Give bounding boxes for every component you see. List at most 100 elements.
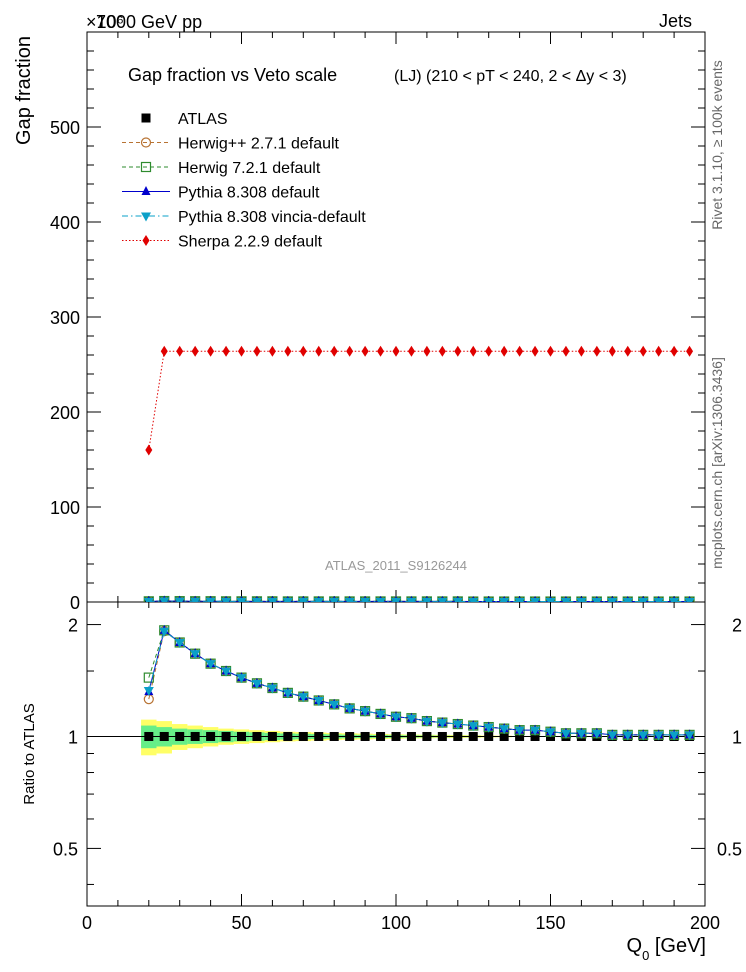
legend-marker [141, 186, 151, 195]
series-4-ratio-point [607, 731, 618, 741]
series-5-main-point [577, 345, 585, 357]
series-4-main-point [375, 597, 386, 602]
x-axis-label-unit: [GeV] [649, 935, 706, 957]
series-5-main-point [547, 345, 554, 357]
series-5-main-point [284, 345, 292, 357]
series-0-ratio-point [314, 731, 324, 741]
series-5-main-point [454, 345, 462, 357]
y-tick-label: 200 [50, 403, 80, 423]
series-4-ratio-point [421, 717, 432, 727]
series-5-main-point [531, 345, 539, 357]
series-4-ratio-point [591, 729, 602, 739]
series-4-ratio-point [190, 650, 201, 660]
series-4-ratio-point [468, 722, 479, 732]
series-0-ratio-point [406, 731, 416, 741]
legend-marker [140, 137, 152, 148]
series-0-ratio-point [175, 731, 185, 741]
series-0-ratio-point [422, 731, 432, 741]
series-4-ratio-point [391, 713, 401, 723]
series-5-main-point [253, 345, 261, 357]
analysis-watermark: ATLAS_2011_S9126244 [325, 558, 467, 573]
series-0-ratio-point [484, 731, 494, 741]
series-5-main-point [176, 345, 184, 357]
series-5-main-point [407, 345, 415, 357]
ratio-tick-label: 2 [68, 616, 78, 636]
series-3-ratio-line [148, 629, 690, 736]
legend-label: ATLAS [178, 111, 228, 128]
y-tick-label: 500 [50, 118, 80, 138]
series-0-ratio-point [298, 731, 308, 741]
series-0-ratio-point [237, 731, 246, 741]
legend-entry: Sherpa 2.2.9 default [122, 234, 323, 251]
series-4-main-point [421, 597, 432, 602]
series-4-main-point [344, 597, 355, 602]
series-5-main-point [330, 345, 338, 357]
series-4-ratio-point [514, 726, 525, 736]
mcplots-label: mcplots.cern.ch [arXiv:1306.3436] [709, 357, 725, 569]
series-5-main-point [423, 345, 431, 357]
series-4-ratio-point [437, 719, 448, 729]
x-tick-label: 200 [690, 913, 720, 933]
series-4-main-point [607, 598, 618, 602]
chart-subtitle: (LJ) (210 < pT < 240, 2 < Δy < 3) [394, 68, 627, 85]
series-5-main-point [222, 345, 230, 357]
series-4-ratio-point [452, 720, 463, 730]
series-4-ratio-point [205, 660, 216, 670]
series-5-main-point [377, 345, 385, 357]
series-4-ratio-point [530, 726, 541, 736]
series-4-main-point [591, 598, 602, 602]
series-4-main-point [576, 598, 587, 602]
legend-marker [141, 212, 151, 222]
process-label: Jets [659, 11, 692, 31]
series-0-ratio-point [190, 731, 200, 741]
series-4-main-point [391, 597, 401, 602]
series-4-ratio-point [251, 679, 262, 689]
series-4-main-point [298, 597, 309, 602]
series-4-main-point [545, 598, 556, 602]
series-5-main-point [145, 444, 153, 456]
series-4-main [143, 597, 695, 602]
series-5-main-point [686, 345, 694, 357]
x-tick-label: 0 [82, 913, 92, 933]
series-4-ratio-point [669, 731, 680, 741]
series-4-ratio-point [499, 725, 510, 735]
series-4-main-point [313, 597, 324, 602]
series-4-main-point [499, 598, 510, 602]
series-4-main-point [267, 597, 278, 602]
series-0-ratio-point [468, 731, 478, 741]
series-0-ratio-point [283, 731, 293, 741]
series-5-main-point [315, 345, 323, 357]
series-4-ratio [143, 627, 695, 741]
series-0-ratio-point [144, 731, 154, 741]
series-5-main-point [268, 345, 276, 357]
y-tick-label: 400 [50, 213, 80, 233]
ratio-axis-label: Ratio to ATLAS [21, 703, 38, 804]
energy-label: 7000 GeV pp [96, 12, 202, 32]
series-5-main-point [207, 345, 215, 357]
chart-title: Gap fraction vs Veto scale [128, 65, 337, 85]
legend-entry: Herwig++ 2.7.1 default [122, 136, 340, 153]
series-5-main-point [562, 345, 570, 357]
ratio-series-group [143, 624, 695, 741]
series-4-main-point [514, 598, 525, 602]
series-0-ratio-point [252, 731, 262, 741]
series-0-ratio-point [360, 731, 370, 741]
series-4-main-point [159, 597, 170, 602]
series-5-main-point [469, 345, 477, 357]
series-4-ratio-point [560, 729, 571, 739]
series-4-main-point [622, 598, 633, 602]
legend-entry: Herwig 7.2.1 default [122, 160, 321, 177]
series-4-ratio-point [360, 707, 371, 717]
series-5-main-point [516, 345, 524, 357]
series-4-ratio-point [143, 686, 154, 696]
series-0-ratio-point [159, 731, 169, 741]
series-5-main-point [346, 345, 354, 357]
series-4-ratio-point [221, 667, 232, 677]
series-4-ratio-point [545, 728, 556, 738]
series-4-ratio-point [622, 731, 633, 741]
series-4-main-point [360, 597, 371, 602]
series-4-ratio-point [653, 731, 664, 741]
series-5-main-point [670, 345, 678, 357]
x-tick-label: 100 [381, 913, 411, 933]
